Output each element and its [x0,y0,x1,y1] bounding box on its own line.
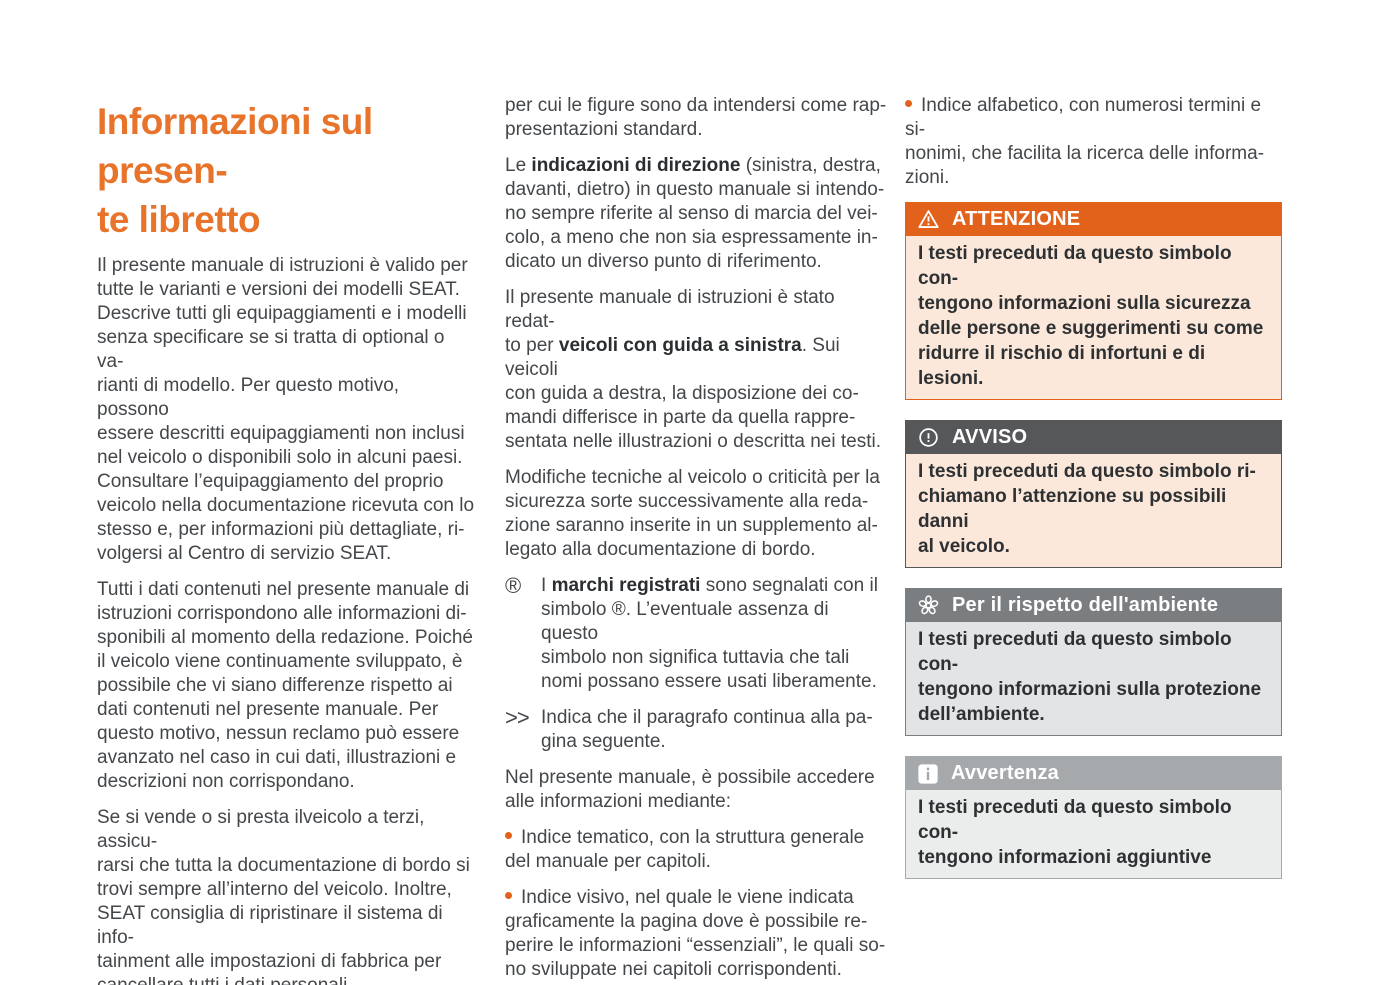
symbol-legend-item: ® I marchi registrati sono segnalati con … [505,574,887,694]
bullet-icon [905,100,912,108]
circle-exclamation-icon [917,426,940,449]
paragraph: Se si vende o si presta ilveicolo a terz… [97,806,475,985]
text-run: Indice alfabetico, con numerosi termini … [905,95,1265,188]
callout-header: AVVISO [906,421,1281,454]
text-run: Indica che il paragrafo continua alla pa… [541,707,873,752]
callout-title: Per il rispetto dell'ambiente [952,594,1219,616]
symbol-legend-text: I marchi registrati sono segnalati con i… [541,574,887,694]
paragraph: Il presente manuale di istruzioni è stat… [505,286,887,454]
callout-text: I testi preceduti da questo simbolo con-… [906,622,1281,735]
text-run: per cui le figure sono da intendersi com… [505,95,887,140]
bold-text: indicazioni di direzione [531,155,741,176]
bold-text: veicoli con guida a sinistra [558,335,802,356]
continues-next-page-icon: >> [505,705,530,730]
paragraph: Modifiche tecniche al veicolo o criticit… [505,466,887,562]
callout-text: I testi preceduti da questo simbolo con-… [906,236,1281,399]
text-run: Le [505,155,532,176]
bullet-item: Indice visivo, nel quale le viene indica… [505,886,887,982]
text-run: Indice visivo, nel quale le viene indica… [505,887,886,980]
bullet-item: Indice alfabetico, con numerosi termini … [905,94,1282,190]
text-run: Il presente manuale di istruzioni è vali… [97,255,475,564]
column-right: Indice alfabetico, con numerosi termini … [905,0,1282,899]
paragraph: Tutti i dati contenuti nel presente manu… [97,578,475,794]
callout-text: I testi preceduti da questo simbolo con-… [906,790,1281,878]
paragraph: per cui le figure sono da intendersi com… [505,94,887,142]
column-left: Informazioni sul presen- te libretto Il … [97,0,475,985]
callout-title: Avvertenza [951,762,1059,784]
text-run: Nel presente manuale, è possibile accede… [505,767,875,812]
text-run: Modifiche tecniche al veicolo o criticit… [505,467,880,560]
callout-title: ATTENZIONE [952,208,1081,230]
callout-header: ATTENZIONE [906,203,1281,236]
callout-header: Per il rispetto dell'ambiente [906,589,1281,622]
paragraph: Nel presente manuale, è possibile accede… [505,766,887,814]
bullet-icon [505,832,512,840]
callout-header: Avvertenza [906,757,1281,790]
page-title: Informazioni sul presen- te libretto [97,101,373,240]
text-run: Indice tematico, con la struttura genera… [505,827,865,872]
text-run: sono segnalati con il simbolo ®. L’event… [541,575,878,692]
text-run: Se si vende o si presta ilveicolo a terz… [97,807,470,985]
column-left-paragraphs: Il presente manuale di istruzioni è vali… [97,254,475,985]
bullet-icon [505,892,512,900]
callout-attenzione: ATTENZIONE I testi preceduti da questo si… [905,202,1282,400]
warning-triangle-icon [917,208,940,231]
flower-icon [917,594,940,617]
bullet-item: Indice tematico, con la struttura genera… [505,826,887,874]
text-run: I [541,575,552,596]
info-square-icon [917,763,939,785]
text-run: Il presente manuale di istruzioni è stat… [505,287,835,356]
callout-ambiente: Per il rispetto dell'ambiente I testi pre… [905,588,1282,736]
callout-title: AVVISO [952,426,1028,448]
paragraph: Il presente manuale di istruzioni è vali… [97,254,475,566]
symbol-legend-item: >> Indica che il paragrafo continua alla … [505,706,887,754]
callout-text: I testi preceduti da questo simbolo ri- … [906,454,1281,567]
callout-avviso: AVVISO I testi preceduti da questo simbol… [905,420,1282,568]
text-run: . Sui veicoli con guida a destra, la dis… [505,335,881,452]
symbol-legend-text: Indica che il paragrafo continua alla pa… [541,706,873,754]
column-middle: per cui le figure sono da intendersi com… [505,0,887,985]
bold-text: marchi registrati [551,575,701,596]
text-run: (sinistra, destra, davanti, dietro) in q… [505,155,885,272]
callout-avvertenza: Avvertenza I testi preceduti da questo si… [905,756,1282,879]
text-run: Tutti i dati contenuti nel presente manu… [97,579,474,792]
paragraph: Le indicazioni di direzione (sinistra, d… [505,154,887,274]
registered-trademark-icon: ® [505,573,521,598]
